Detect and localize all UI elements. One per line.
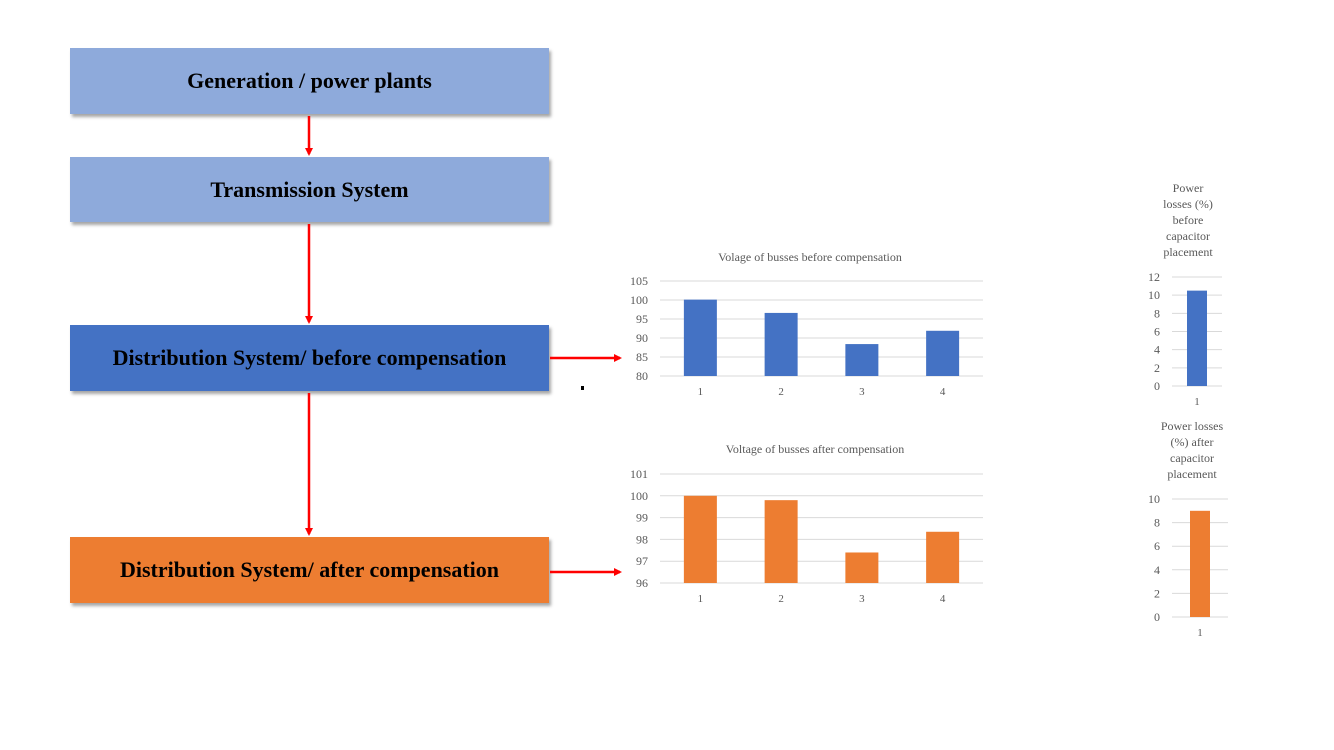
y-tick-label: 100 bbox=[630, 293, 648, 307]
y-tick-label: 0 bbox=[1154, 610, 1160, 624]
x-tick-label: 4 bbox=[940, 593, 946, 605]
distribution-after-box: Distribution System/ after compensation bbox=[70, 537, 549, 603]
bar bbox=[926, 330, 960, 376]
chart-title-losses-before: Power losses (%) before capacitor placem… bbox=[1148, 180, 1228, 260]
y-tick-label: 85 bbox=[636, 350, 648, 364]
voltage-after-chart: 96 97 98 99 100 101 1 2 3 4 bbox=[630, 467, 983, 605]
generation-box: Generation / power plants bbox=[70, 48, 549, 114]
y-tick-label: 6 bbox=[1154, 325, 1160, 339]
x-tick-label: 1 bbox=[698, 593, 704, 605]
losses-before-chart: 0 2 4 6 8 10 12 1 bbox=[1148, 270, 1222, 408]
bar bbox=[764, 312, 798, 376]
y-tick-label: 8 bbox=[1154, 516, 1160, 530]
y-tick-label: 96 bbox=[636, 576, 648, 590]
transmission-box: Transmission System bbox=[70, 157, 549, 222]
y-tick-label: 8 bbox=[1154, 306, 1160, 320]
generation-label: Generation / power plants bbox=[187, 68, 432, 93]
y-tick-label: 101 bbox=[630, 467, 648, 481]
x-tick-label: 2 bbox=[778, 386, 784, 398]
y-tick-label: 100 bbox=[630, 489, 648, 503]
bar bbox=[764, 500, 798, 583]
x-tick-label: 1 bbox=[1194, 396, 1200, 408]
y-tick-label: 6 bbox=[1154, 539, 1160, 553]
x-tick-label: 4 bbox=[940, 386, 946, 398]
title-line: losses (%) bbox=[1163, 197, 1213, 211]
title-line: before bbox=[1172, 213, 1204, 227]
y-tick-label: 0 bbox=[1154, 379, 1160, 393]
x-tick-label: 1 bbox=[1197, 627, 1203, 639]
distribution-after-label: Distribution System/ after compensation bbox=[119, 557, 500, 582]
y-tick-label: 4 bbox=[1154, 563, 1160, 577]
chart-title-voltage-after: Voltage of busses after compensation bbox=[725, 442, 905, 456]
stray-dot bbox=[581, 386, 584, 390]
x-tick-label: 3 bbox=[859, 593, 865, 605]
y-tick-label: 97 bbox=[636, 554, 648, 568]
title-line: capacitor bbox=[1166, 229, 1210, 243]
title-line: (%) after bbox=[1170, 435, 1214, 449]
title-line: Power bbox=[1172, 181, 1204, 195]
distribution-before-label: Distribution System/ before compensation bbox=[112, 345, 507, 370]
y-tick-label: 105 bbox=[630, 274, 648, 288]
x-tick-label: 3 bbox=[859, 386, 865, 398]
bar bbox=[683, 299, 717, 376]
title-line: placement bbox=[1167, 467, 1217, 481]
transmission-label: Transmission System bbox=[210, 176, 409, 202]
y-tick-label: 2 bbox=[1154, 586, 1160, 600]
bar bbox=[845, 344, 879, 376]
title-line: Power losses bbox=[1160, 419, 1224, 433]
title-line: placement bbox=[1163, 245, 1213, 259]
distribution-before-box: Distribution System/ before compensation bbox=[70, 325, 549, 391]
bar bbox=[683, 495, 717, 583]
y-tick-label: 10 bbox=[1148, 288, 1160, 302]
bar bbox=[1190, 510, 1210, 617]
x-tick-label: 2 bbox=[778, 593, 784, 605]
x-tick-label: 1 bbox=[698, 386, 704, 398]
bar bbox=[926, 531, 960, 583]
y-tick-label: 80 bbox=[636, 369, 648, 383]
bar bbox=[1187, 290, 1207, 386]
chart-title-losses-after: Power losses (%) after capacitor placeme… bbox=[1142, 418, 1242, 482]
y-tick-label: 99 bbox=[636, 511, 648, 525]
y-tick-label: 98 bbox=[636, 532, 648, 546]
y-tick-label: 95 bbox=[636, 312, 648, 326]
y-tick-label: 10 bbox=[1148, 492, 1160, 506]
y-tick-label: 12 bbox=[1148, 270, 1160, 284]
bar bbox=[845, 552, 879, 583]
losses-after-chart: 0 2 4 6 8 10 1 bbox=[1148, 492, 1228, 639]
chart-title-voltage-before: Volage of busses before compensation bbox=[718, 250, 902, 264]
voltage-before-chart: 80 85 90 95 100 105 1 2 3 4 bbox=[630, 274, 983, 398]
y-tick-label: 90 bbox=[636, 331, 648, 345]
title-line: capacitor bbox=[1170, 451, 1214, 465]
y-tick-label: 2 bbox=[1154, 361, 1160, 375]
y-tick-label: 4 bbox=[1154, 343, 1160, 357]
